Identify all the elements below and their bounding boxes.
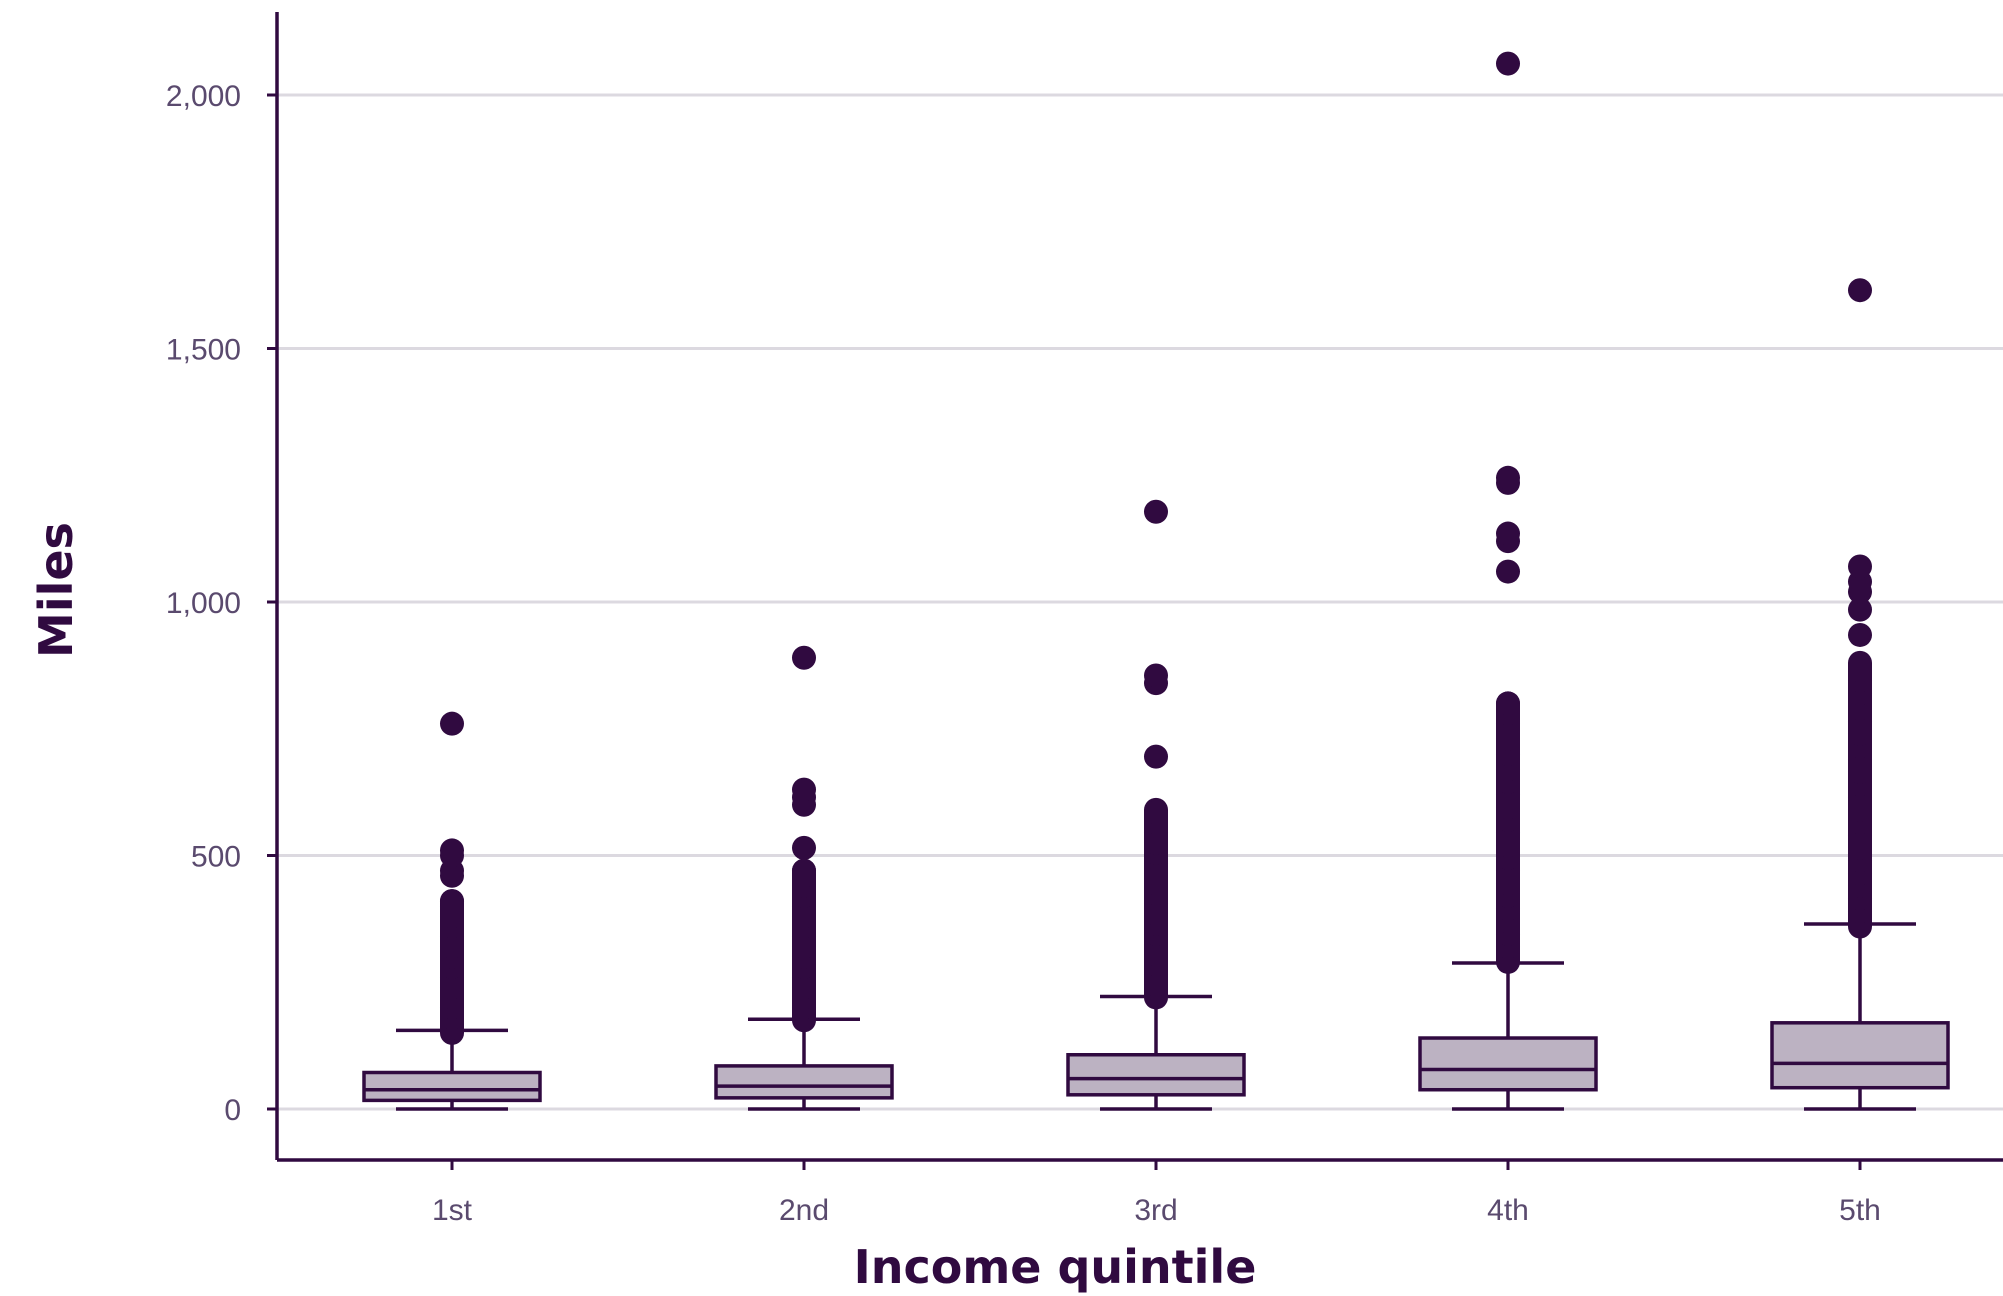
outlier-point [1144,499,1168,524]
box-series [362,51,1950,1111]
outlier-point [1144,663,1168,688]
outlier-point [1144,744,1168,769]
outlier-point [1496,559,1520,584]
box-2nd [714,645,894,1111]
x-tick-label: 1st [432,1194,473,1227]
iqr-box [1418,1036,1598,1092]
outlier-point [1848,554,1872,579]
y-axis-ticks: 0 500 1,000 1,500 2,000 [166,80,277,1127]
box-4th [1418,51,1598,1111]
axes [275,12,2003,1162]
iqr-box [1770,1021,1950,1090]
outlier-point [1848,622,1872,647]
y-tick-label: 500 [191,841,241,874]
box-5th [1770,278,1950,1111]
outlier-point [1144,800,1168,825]
y-axis-title: Miles [29,522,83,658]
outlier-point [440,711,464,736]
outlier-point [792,777,816,802]
outlier-point [440,889,464,914]
y-tick-label: 2,000 [166,80,241,113]
outlier-point [792,645,816,670]
outlier-point [1496,691,1520,716]
y-tick-label: 1,000 [166,587,241,620]
grid-lines [277,93,2003,1111]
y-tick-label: 1,500 [166,334,241,367]
iqr-box [714,1064,894,1100]
x-tick-label: 2nd [779,1194,829,1227]
x-tick-label: 3rd [1134,1194,1177,1227]
outlier-point [792,835,816,860]
box-3rd [1066,499,1246,1111]
outlier-point [1496,521,1520,546]
outlier-point [1848,278,1872,303]
outlier-point [1496,465,1520,490]
x-axis-ticks: 1st 2nd 3rd 4th 5th [432,1160,1881,1227]
box-1st [362,711,542,1111]
outlier-point [1496,51,1520,76]
x-tick-label: 5th [1839,1194,1881,1227]
outlier-point [1848,597,1872,622]
x-axis-title: Income quintile [854,1240,1257,1294]
iqr-box [1066,1053,1246,1097]
x-tick-label: 4th [1487,1194,1529,1227]
outlier-point [792,858,816,883]
outlier-point [440,838,464,863]
y-tick-label: 0 [224,1094,241,1127]
outlier-point [1848,658,1872,683]
iqr-box [362,1070,542,1103]
